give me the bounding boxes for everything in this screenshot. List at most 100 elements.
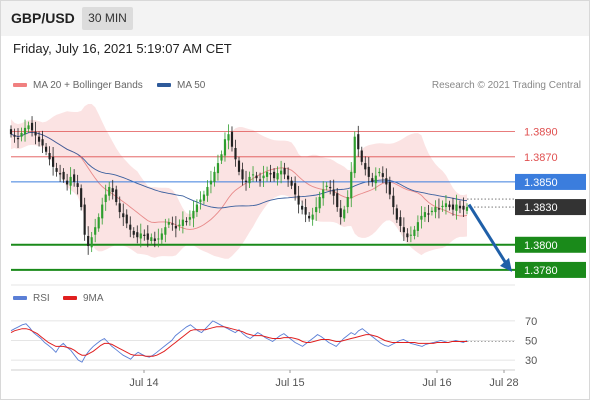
candle-body	[153, 238, 156, 242]
candle-body	[167, 222, 170, 225]
candle-body	[360, 150, 363, 162]
candle-body	[62, 171, 65, 180]
candle-body	[41, 139, 44, 146]
candle-body	[115, 189, 118, 203]
legend-9ma-label: 9MA	[83, 293, 104, 304]
candle-body	[283, 168, 286, 175]
candle-body	[97, 217, 100, 229]
candle-body	[416, 222, 419, 231]
candle-body	[73, 174, 76, 182]
candle-body	[76, 183, 79, 187]
timestamp: Friday, July 16, 2021 5:19:07 AM CET	[13, 41, 232, 56]
candle-body	[52, 156, 55, 167]
ma50-line	[10, 131, 468, 209]
candle-body	[220, 154, 223, 161]
candle-body	[30, 122, 34, 131]
rsi-swatch	[13, 296, 27, 301]
candle-body	[146, 233, 149, 240]
candle-body	[423, 212, 426, 218]
credit-text: Research © 2021 Trading Central	[431, 80, 581, 91]
candle-body	[136, 232, 139, 238]
candle-body	[174, 225, 177, 229]
candle-body	[297, 195, 300, 205]
candle-body	[55, 168, 58, 172]
candle-body	[451, 204, 455, 210]
candle-body	[59, 173, 62, 175]
ma9-swatch	[63, 296, 77, 301]
level-label-1-3850: 1.3850	[524, 177, 558, 189]
candle-body	[48, 153, 51, 160]
candle-body	[178, 224, 181, 226]
candle-body	[465, 207, 469, 211]
candle-body	[308, 215, 311, 219]
candle-body	[304, 207, 307, 215]
candle-body	[241, 169, 244, 180]
candle-body	[374, 175, 377, 184]
candle-body	[441, 205, 444, 208]
candle-body	[143, 234, 146, 236]
candle-body	[269, 173, 272, 175]
level-label-1-3780: 1.3780	[524, 265, 558, 277]
candle-body	[181, 219, 184, 226]
candle-body	[206, 186, 209, 196]
candle-body	[125, 214, 128, 224]
candle-body	[20, 132, 23, 137]
bollinger-band	[11, 104, 467, 259]
candle-body	[69, 176, 72, 186]
candle-body	[150, 237, 153, 242]
candle-body	[27, 125, 30, 130]
candle-body	[458, 205, 462, 209]
candle-body	[322, 189, 325, 199]
symbol-label: GBP/USD	[11, 10, 75, 26]
candle-body	[402, 227, 405, 233]
candle-body	[199, 199, 202, 203]
candle-body	[353, 136, 356, 174]
level-label-1-3830: 1.3830	[524, 202, 558, 214]
candle-body	[227, 134, 230, 141]
candle-body	[108, 186, 111, 196]
rsi-tick-70: 70	[525, 316, 537, 328]
candle-body	[13, 135, 16, 137]
candle-body	[399, 217, 402, 226]
timeframe-button[interactable]: 30 MIN	[82, 7, 133, 30]
candle-body	[122, 213, 125, 218]
candle-body	[104, 194, 107, 203]
candle-body	[272, 171, 276, 179]
candle-body	[9, 129, 13, 135]
rsi-line	[10, 320, 468, 363]
legend-ma20-label: MA 20 + Bollinger Bands	[33, 80, 143, 91]
candle-body	[343, 209, 346, 219]
level-label-1-3890: 1.3890	[524, 127, 558, 139]
legend-9ma: 9MA	[63, 293, 104, 304]
candle-body	[287, 175, 290, 180]
candle-body	[213, 171, 216, 182]
candle-body	[280, 170, 283, 175]
candle-body	[332, 189, 335, 196]
rsi-ma9-line	[10, 326, 467, 357]
candle-body	[388, 181, 391, 195]
candle-body	[381, 173, 384, 177]
candle-body	[132, 230, 135, 235]
x-tick-label: Jul 28	[489, 377, 518, 389]
candle-body	[209, 180, 213, 185]
candle-body	[276, 173, 279, 180]
candle-body	[258, 179, 262, 181]
x-tick-label: Jul 16	[422, 377, 451, 389]
legend-rsi: RSI	[13, 293, 50, 304]
forecast-arrow-shaft	[467, 203, 509, 266]
candle-body	[325, 185, 328, 187]
candle-body	[188, 217, 191, 220]
candle-body	[216, 163, 220, 174]
candle-body	[346, 197, 349, 208]
candle-body	[318, 197, 321, 209]
candle-body	[357, 134, 360, 150]
candle-body	[430, 210, 434, 213]
candle-body	[371, 178, 374, 182]
candle-body	[139, 233, 142, 239]
candle-body	[87, 235, 90, 247]
candle-body	[395, 208, 398, 220]
candle-body	[364, 163, 367, 170]
candle-body	[192, 210, 195, 219]
candle-body	[290, 180, 293, 186]
